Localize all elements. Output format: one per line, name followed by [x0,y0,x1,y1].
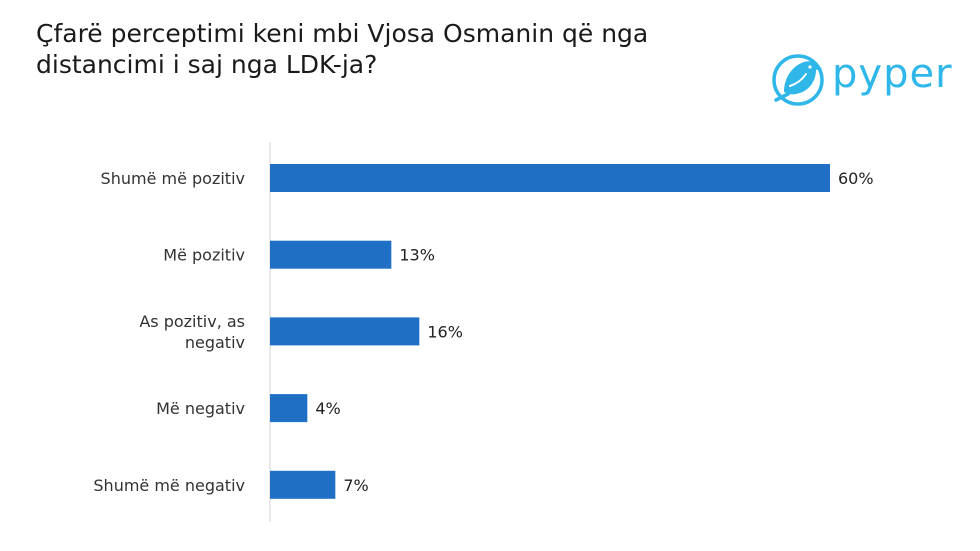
bar-4 [270,394,308,423]
category-label-2-line-1: Më pozitiv [163,246,245,265]
pyper-logo: pyper [770,48,970,118]
bird-icon [772,54,824,106]
value-label-3: 16% [427,322,463,341]
category-label-3-line-1: As pozitiv, as [139,312,245,331]
chart-title-line-2: distancimi i saj nga LDK-ja? [36,50,378,79]
bar-2 [270,240,392,269]
category-label-4-line-1: Më negativ [156,399,245,418]
chart-title-line-1: Çfarë perceptimi keni mbi Vjosa Osmanin … [36,19,649,48]
category-label-5-line-1: Shumë më negativ [93,476,245,495]
category-label-3: As pozitiv, as negativ [139,312,245,352]
bar-1 [270,164,830,192]
logo-text: pyper [832,51,953,97]
chart-title: Çfarë perceptimi keni mbi Vjosa Osmanin … [36,18,736,80]
bar-3 [270,317,420,346]
category-label-3-line-2: negativ [185,333,245,352]
value-label-5: 7% [343,476,368,495]
value-label-2: 13% [399,246,435,265]
value-label-1: 60% [838,169,874,188]
bar-5 [270,470,336,499]
category-label-1: Shumë më pozitiv [101,169,245,188]
bars-group [270,164,830,499]
category-label-4: Më negativ [156,399,245,418]
category-label-2: Më pozitiv [163,246,245,265]
category-labels-group: Shumë më pozitiv Më pozitiv As pozitiv, as… [93,169,245,495]
value-label-4: 4% [315,399,340,418]
value-labels-group: 60% 13% 16% 4% 7% [315,169,873,495]
category-label-1-line-1: Shumë më pozitiv [101,169,245,188]
category-label-5: Shumë më negativ [93,476,245,495]
